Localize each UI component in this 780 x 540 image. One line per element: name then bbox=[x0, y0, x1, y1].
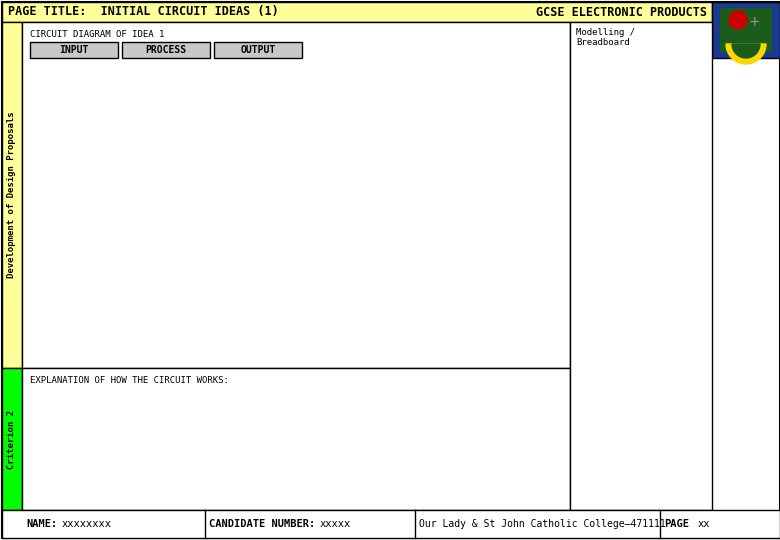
Text: GCSE ELECTRONIC PRODUCTS: GCSE ELECTRONIC PRODUCTS bbox=[536, 5, 707, 18]
Bar bbox=[22, 368, 570, 510]
Bar bbox=[570, 22, 712, 510]
Text: CANDIDATE NUMBER:: CANDIDATE NUMBER: bbox=[209, 519, 315, 529]
Circle shape bbox=[729, 11, 747, 29]
Text: Our Lady & St John Catholic College—471111: Our Lady & St John Catholic College—4711… bbox=[419, 519, 666, 529]
Bar bbox=[2, 510, 780, 538]
Text: EXPLANATION OF HOW THE CIRCUIT WORKS:: EXPLANATION OF HOW THE CIRCUIT WORKS: bbox=[30, 376, 229, 385]
Bar bbox=[22, 22, 570, 368]
Text: +: + bbox=[748, 15, 760, 29]
Text: INPUT: INPUT bbox=[59, 45, 89, 55]
Bar bbox=[122, 42, 210, 58]
Text: OUTPUT: OUTPUT bbox=[240, 45, 275, 55]
Text: Criterion 2: Criterion 2 bbox=[8, 409, 16, 469]
Bar bbox=[720, 8, 772, 52]
Text: NAME:: NAME: bbox=[26, 519, 57, 529]
Bar bbox=[2, 2, 712, 22]
Text: PAGE: PAGE bbox=[664, 519, 689, 529]
Text: PROCESS: PROCESS bbox=[145, 45, 186, 55]
Text: Development of Design Proposals: Development of Design Proposals bbox=[8, 112, 16, 278]
Bar bbox=[2, 368, 22, 510]
Text: xx: xx bbox=[698, 519, 711, 529]
Bar bbox=[2, 22, 22, 368]
Text: xxxxx: xxxxx bbox=[320, 519, 351, 529]
Wedge shape bbox=[732, 44, 760, 58]
Bar bbox=[214, 42, 302, 58]
Bar bbox=[30, 42, 118, 58]
Text: xxxxxxxx: xxxxxxxx bbox=[62, 519, 112, 529]
Text: Modelling /
Breadboard: Modelling / Breadboard bbox=[576, 28, 635, 48]
Text: PAGE TITLE:  INITIAL CIRCUIT IDEAS (1): PAGE TITLE: INITIAL CIRCUIT IDEAS (1) bbox=[8, 5, 278, 18]
Wedge shape bbox=[726, 44, 766, 64]
Text: CIRCUIT DIAGRAM OF IDEA 1: CIRCUIT DIAGRAM OF IDEA 1 bbox=[30, 30, 165, 39]
Bar bbox=[712, 2, 780, 58]
